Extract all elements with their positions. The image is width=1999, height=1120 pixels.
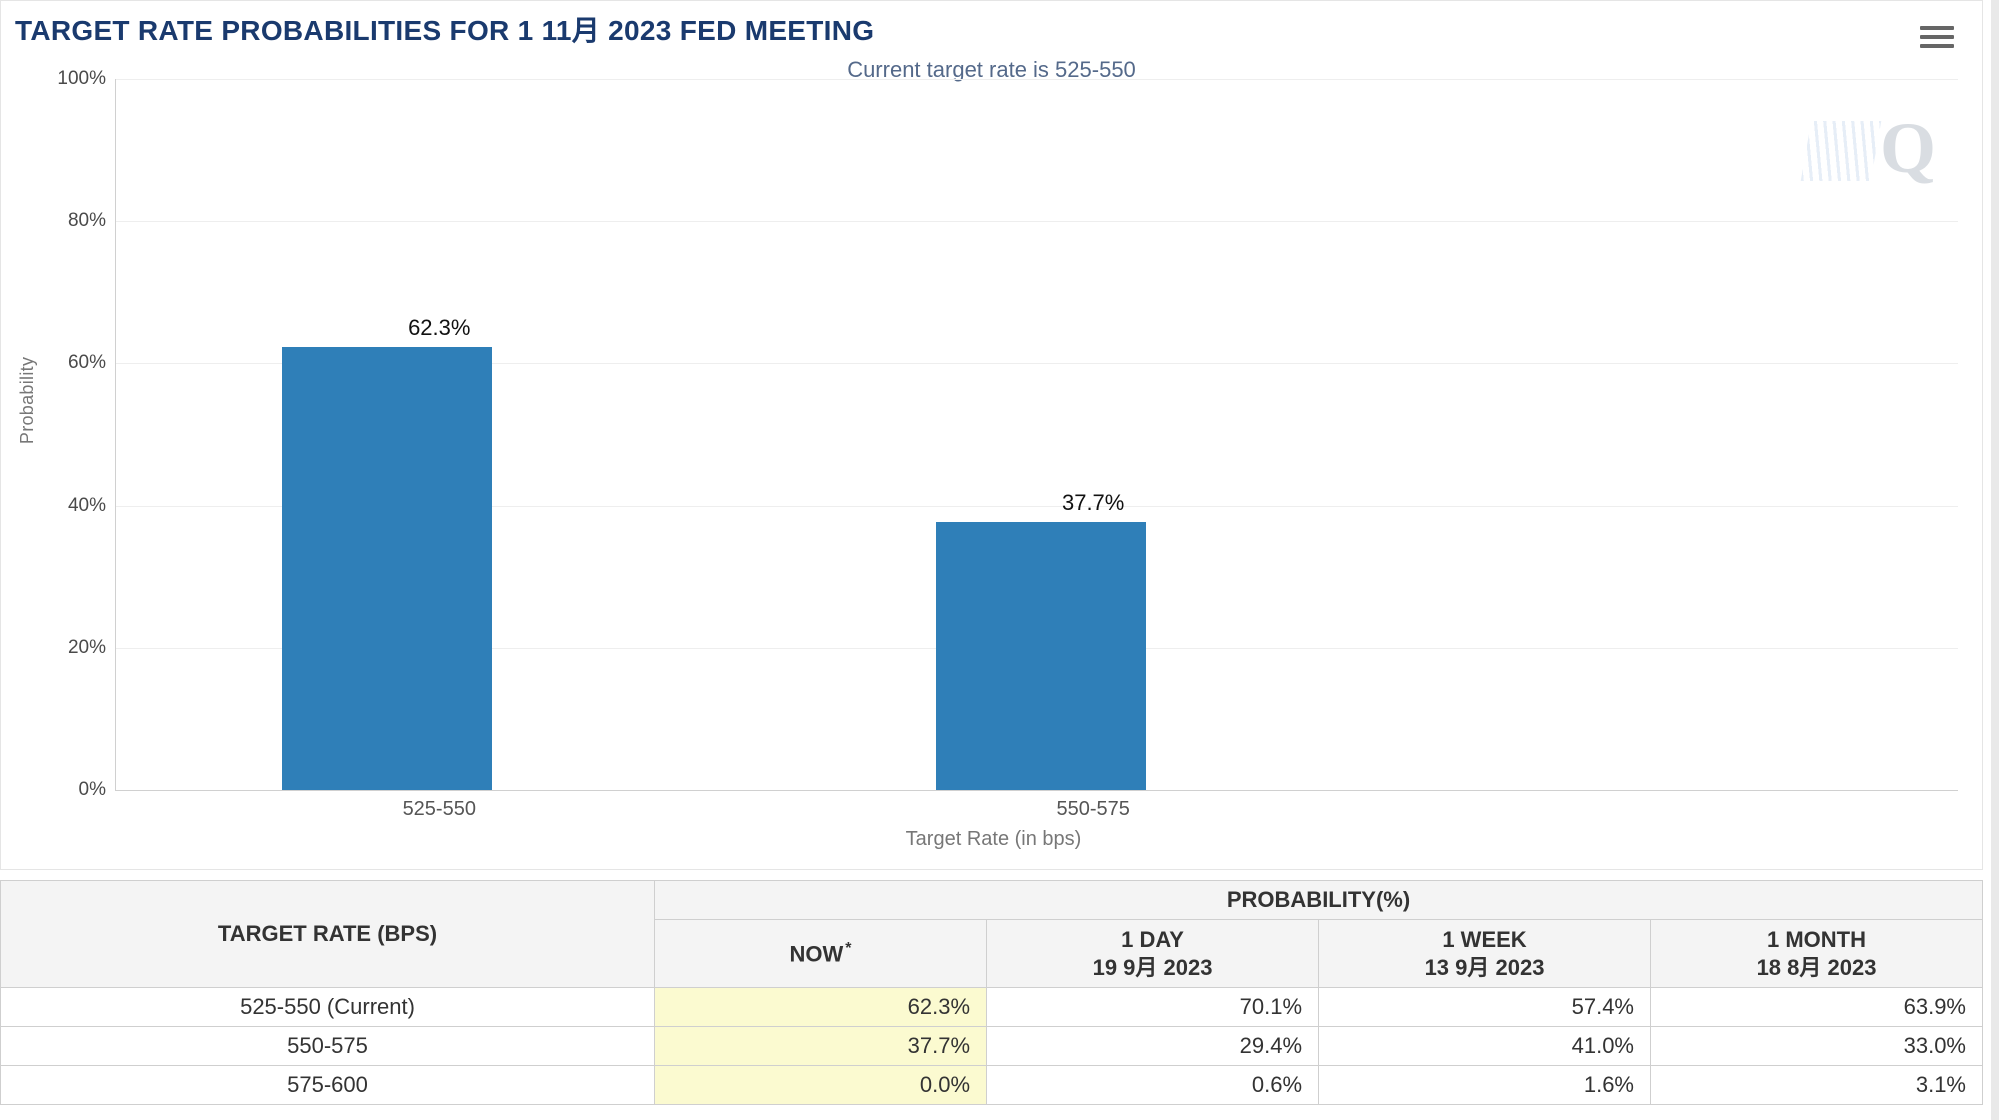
table-row: 575-6000.0%0.6%1.6%3.1% (1, 1066, 1983, 1105)
rate-cell: 525-550 (Current) (1, 988, 655, 1027)
value-cell-now: 62.3% (655, 988, 987, 1027)
plot-wrap: Probability Q 0%20%40%60%80%100%62.3%525… (23, 75, 1964, 851)
period-date: 19 9月 2023 (991, 954, 1314, 982)
value-cell: 33.0% (1651, 1027, 1983, 1066)
rate-cell: 550-575 (1, 1027, 655, 1066)
period-label: 1 WEEK (1442, 927, 1526, 952)
value-cell-now: 0.0% (655, 1066, 987, 1105)
app-frame: TARGET RATE PROBABILITIES FOR 1 11月 2023… (0, 0, 1999, 1120)
x-axis-title: Target Rate (in bps) (23, 828, 1964, 851)
watermark-letter: Q (1880, 108, 1934, 188)
period-label: 1 MONTH (1767, 927, 1866, 952)
gridline (116, 790, 1958, 791)
probability-table-body: 525-550 (Current)62.3%70.1%57.4%63.9%550… (1, 988, 1983, 1105)
col-header-target-rate: TARGET RATE (BPS) (1, 881, 655, 988)
bar (282, 347, 492, 790)
col-header-1-day: 1 DAY19 9月 2023 (987, 920, 1319, 988)
rate-cell: 575-600 (1, 1066, 655, 1105)
chart-panel: TARGET RATE PROBABILITIES FOR 1 11月 2023… (0, 0, 1983, 870)
value-cell: 63.9% (1651, 988, 1983, 1027)
now-asterisk: * (845, 940, 851, 957)
value-cell: 41.0% (1319, 1027, 1651, 1066)
value-cell: 1.6% (1319, 1066, 1651, 1105)
period-label: 1 DAY (1121, 927, 1184, 952)
value-cell-now: 37.7% (655, 1027, 987, 1066)
y-tick-label: 80% (68, 210, 116, 232)
value-cell: 0.6% (987, 1066, 1319, 1105)
x-category-label: 550-575 (943, 798, 1243, 821)
hamburger-icon (1920, 26, 1954, 30)
x-category-label: 525-550 (289, 798, 589, 821)
col-header-1-month: 1 MONTH18 8月 2023 (1651, 920, 1983, 988)
table-row: 525-550 (Current)62.3%70.1%57.4%63.9% (1, 988, 1983, 1027)
y-tick-label: 0% (79, 779, 116, 801)
bar (936, 522, 1146, 790)
period-date: 18 8月 2023 (1655, 954, 1978, 982)
chart-title: TARGET RATE PROBABILITIES FOR 1 11月 2023… (1, 1, 1982, 49)
probability-table-wrap: TARGET RATE (BPS) PROBABILITY(%) NOW*1 D… (0, 880, 1983, 1120)
gridline (116, 79, 1958, 80)
gridline (116, 221, 1958, 222)
y-tick-label: 100% (57, 68, 116, 90)
bar-value-label: 62.3% (289, 315, 589, 341)
col-header-1-week: 1 WEEK13 9月 2023 (1319, 920, 1651, 988)
now-label: NOW (790, 941, 844, 966)
y-tick-label: 60% (68, 352, 116, 374)
probability-table: TARGET RATE (BPS) PROBABILITY(%) NOW*1 D… (0, 880, 1983, 1105)
value-cell: 3.1% (1651, 1066, 1983, 1105)
value-cell: 70.1% (987, 988, 1319, 1027)
value-cell: 57.4% (1319, 988, 1651, 1027)
table-row: 550-57537.7%29.4%41.0%33.0% (1, 1027, 1983, 1066)
y-axis-title: Probability (17, 357, 38, 444)
bar-value-label: 37.7% (943, 490, 1243, 516)
col-header-now: NOW* (655, 920, 987, 988)
y-tick-label: 20% (68, 637, 116, 659)
plot-area: Q 0%20%40%60%80%100%62.3%525-55037.7%550… (115, 79, 1958, 791)
watermark: Q (1880, 107, 1934, 190)
chart-menu-button[interactable] (1920, 21, 1954, 53)
period-date: 13 9月 2023 (1323, 954, 1646, 982)
col-header-probability: PROBABILITY(%) (655, 881, 1983, 920)
y-tick-label: 40% (68, 495, 116, 517)
value-cell: 29.4% (987, 1027, 1319, 1066)
